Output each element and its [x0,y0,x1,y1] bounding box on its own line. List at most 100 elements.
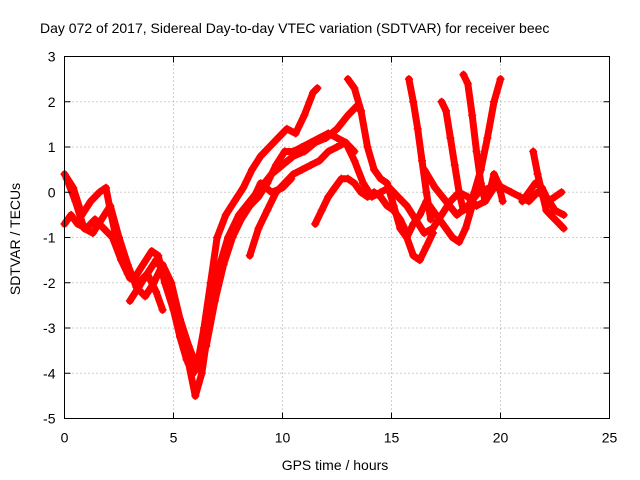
data-point-plus-marker [363,143,372,151]
data-point-plus-marker [141,292,150,301]
data-point-plus-marker [256,152,265,161]
data-point-plus-marker [221,210,230,219]
series-line [61,102,365,400]
data-point-plus-marker [263,206,272,215]
data-point-plus-marker [343,111,352,120]
data-point-plus-marker [309,88,318,97]
y-axis-label: SDTVAR / TECUs [7,183,23,295]
y-tick-label: 3 [48,49,56,65]
data-point-plus-marker [437,97,446,106]
data-point-plus-marker [71,197,80,206]
data-point-plus-marker [551,206,559,215]
data-point-plus-marker [363,192,372,201]
data-point-plus-marker [468,111,477,120]
data-point-plus-marker [546,210,555,219]
data-point-plus-marker [376,174,385,183]
data-point-plus-marker [315,156,324,165]
series-line [63,129,358,373]
data-point-plus-marker [483,133,492,142]
data-point-plus-marker [404,75,413,84]
data-point-plus-marker [210,296,219,305]
data-point-plus-marker [247,165,256,174]
data-point-plus-marker [234,215,243,224]
data-point-plus-marker [115,233,123,242]
data-point-plus-marker [415,256,424,265]
data-point-plus-marker [489,170,498,179]
data-point-plus-marker [306,161,315,170]
data-point-plus-marker [95,188,104,197]
data-point-plus-marker [106,201,115,210]
data-point-plus-marker [498,197,507,206]
x-tick-label: 25 [602,430,618,446]
data-point-plus-marker [524,188,533,197]
data-point-plus-marker [202,342,211,351]
data-point-plus-marker [282,124,291,133]
data-point-plus-marker [343,75,352,84]
data-point-plus-marker [193,364,202,373]
x-tick-label: 15 [384,430,400,446]
data-point-plus-marker [333,124,341,133]
data-point-plus-marker [350,156,359,165]
data-series [404,75,435,224]
data-point-plus-marker [213,233,222,242]
ticks: 0 5 10 15 20 25 -5 -4 -3 -2 -1 0 1 2 3 [43,49,617,446]
data-point-plus-marker [219,260,228,269]
data-point-plus-marker [537,183,546,192]
data-series [420,165,505,219]
data-point-plus-marker [402,233,411,242]
data-point-plus-marker [324,147,333,156]
data-point-plus-marker [306,138,315,147]
data-point-plus-marker [474,188,483,197]
data-point-plus-marker [88,228,97,237]
data-point-plus-marker [256,179,265,188]
data-point-plus-marker [455,188,464,197]
data-point-plus-marker [455,238,464,247]
data-point-plus-marker [86,197,95,206]
data-point-plus-marker [289,147,298,156]
data-point-plus-marker [529,147,538,156]
data-point-plus-marker [383,179,392,188]
y-tick-label: -3 [43,320,56,336]
data-point-plus-marker [463,79,472,88]
data-point-plus-marker [394,192,403,201]
data-point-plus-marker [230,197,239,206]
data-point-plus-marker [197,369,206,378]
y-tick-label: -1 [43,230,56,246]
data-point-plus-marker [409,251,418,260]
data-point-plus-marker [544,197,553,206]
data-point-plus-marker [426,215,435,224]
data-point-plus-marker [442,224,450,233]
data-point-plus-marker [559,210,568,219]
data-series [518,179,566,206]
data-point-plus-marker [152,287,161,296]
data-point-plus-marker [507,188,516,197]
data-point-plus-marker [341,138,350,147]
data-point-plus-marker [123,260,132,269]
data-point-plus-marker [370,188,379,197]
data-point-plus-marker [101,183,110,192]
data-point-plus-marker [291,129,300,138]
data-point-plus-marker [370,165,379,174]
data-point-plus-marker [184,342,193,351]
data-point-plus-marker [402,201,411,210]
data-point-plus-marker [311,219,320,228]
data-point-plus-marker [333,133,341,142]
data-point-plus-marker [134,283,143,292]
data-point-plus-marker [330,183,339,192]
data-point-plus-marker [476,165,485,174]
data-point-plus-marker [97,215,106,224]
data-series [234,174,296,224]
data-point-plus-marker [422,242,431,251]
data-point-plus-marker [300,111,309,120]
data-point-plus-marker [559,224,568,233]
data-point-plus-marker [448,233,457,242]
data-point-plus-marker [143,269,152,278]
y-tick-label: -2 [43,275,56,291]
data-point-plus-marker [496,183,505,192]
data-point-plus-marker [551,192,559,201]
data-series [125,269,167,314]
y-tick-label: -4 [43,365,56,381]
data-point-plus-marker [413,124,422,133]
data-point-plus-marker [459,70,468,79]
data-point-plus-marker [350,179,359,188]
